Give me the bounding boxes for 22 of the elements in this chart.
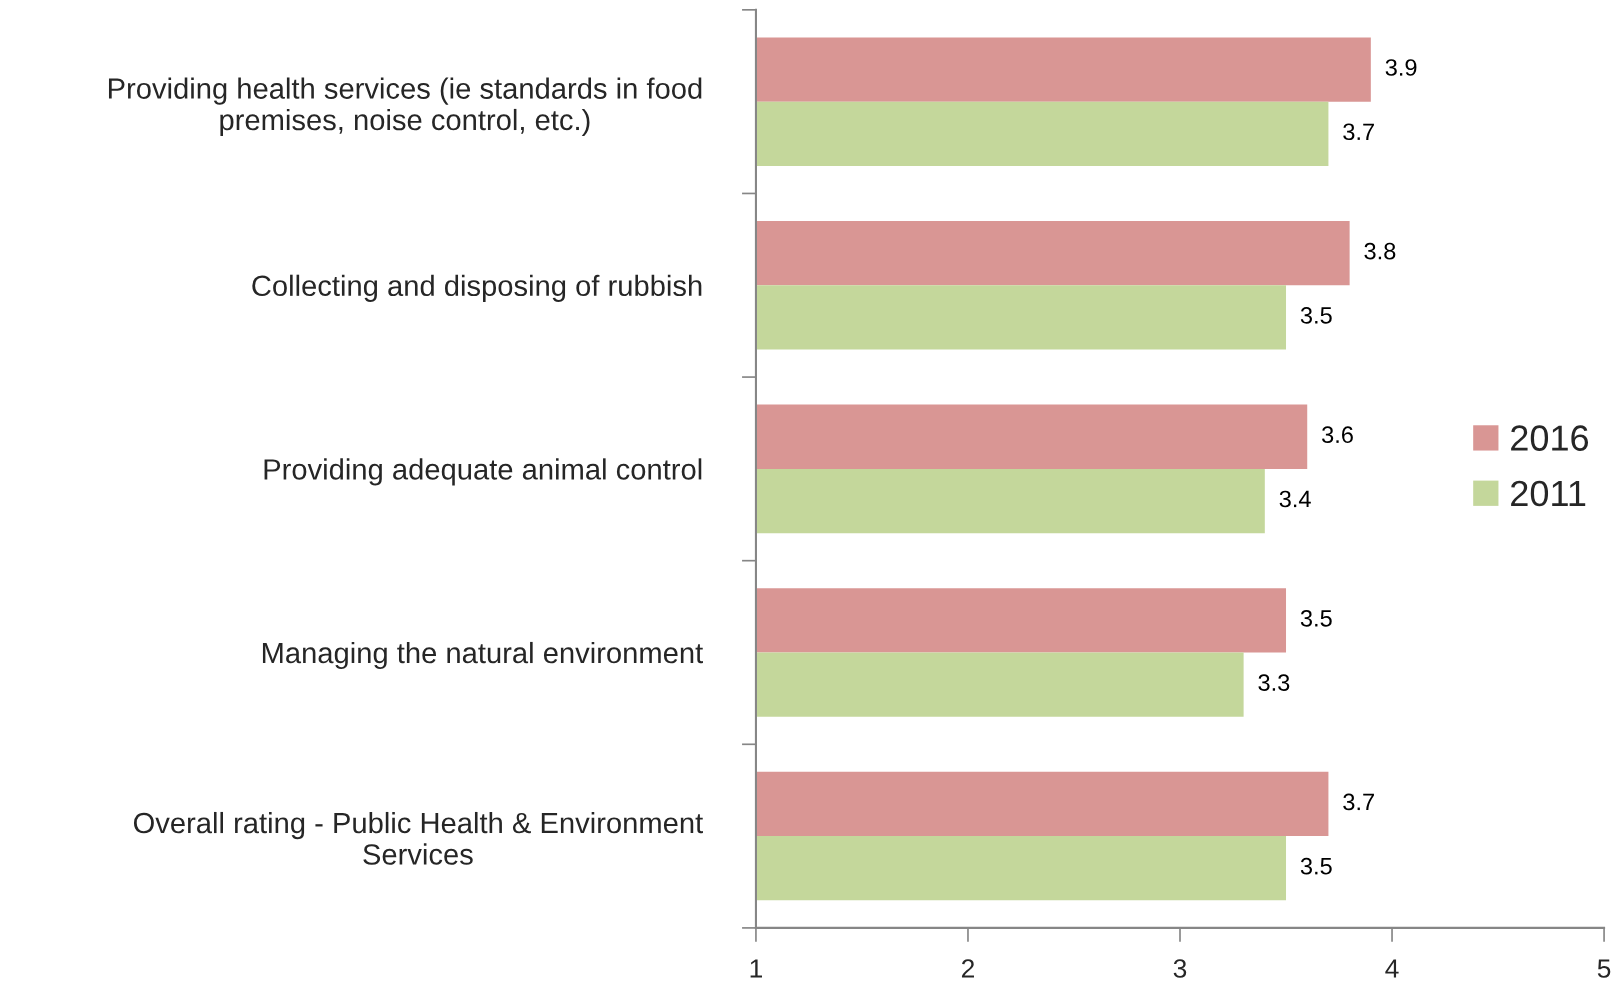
- data-label: 3.5: [1300, 857, 1332, 875]
- y-tick-label: Managing the natural environment: [262, 641, 703, 670]
- data-label: 3.9: [1385, 59, 1417, 76]
- y-tick-label: Providing adequate animal control: [264, 458, 702, 486]
- data-label: 3.4: [1279, 490, 1311, 508]
- x-tick-label: 1: [750, 959, 762, 978]
- x-tick-label: 5: [1597, 959, 1611, 978]
- x-tick-label: 3: [1173, 959, 1187, 978]
- data-label: 3.7: [1343, 123, 1374, 141]
- x-tick-label: 4: [1385, 959, 1399, 978]
- y-tick-label: Providing health services (ie standards in food premises, noise control, etc.): [108, 77, 702, 137]
- data-label: 3.5: [1300, 609, 1332, 627]
- y-tick-label: Overall rating - Public Health & Environment Services: [133, 811, 703, 865]
- data-label: 3.8: [1364, 242, 1396, 260]
- y-tick-label: Collecting and disposing of rubbish: [252, 274, 702, 302]
- data-label: 3.7: [1343, 793, 1374, 811]
- legend-label: 2016: [1511, 425, 1589, 451]
- data-label: 3.6: [1322, 426, 1353, 444]
- data-label: 3.5: [1300, 307, 1332, 324]
- data-label: 3.3: [1258, 674, 1290, 691]
- legend-label: 2011: [1511, 480, 1586, 507]
- x-tick-label: 2: [961, 959, 974, 978]
